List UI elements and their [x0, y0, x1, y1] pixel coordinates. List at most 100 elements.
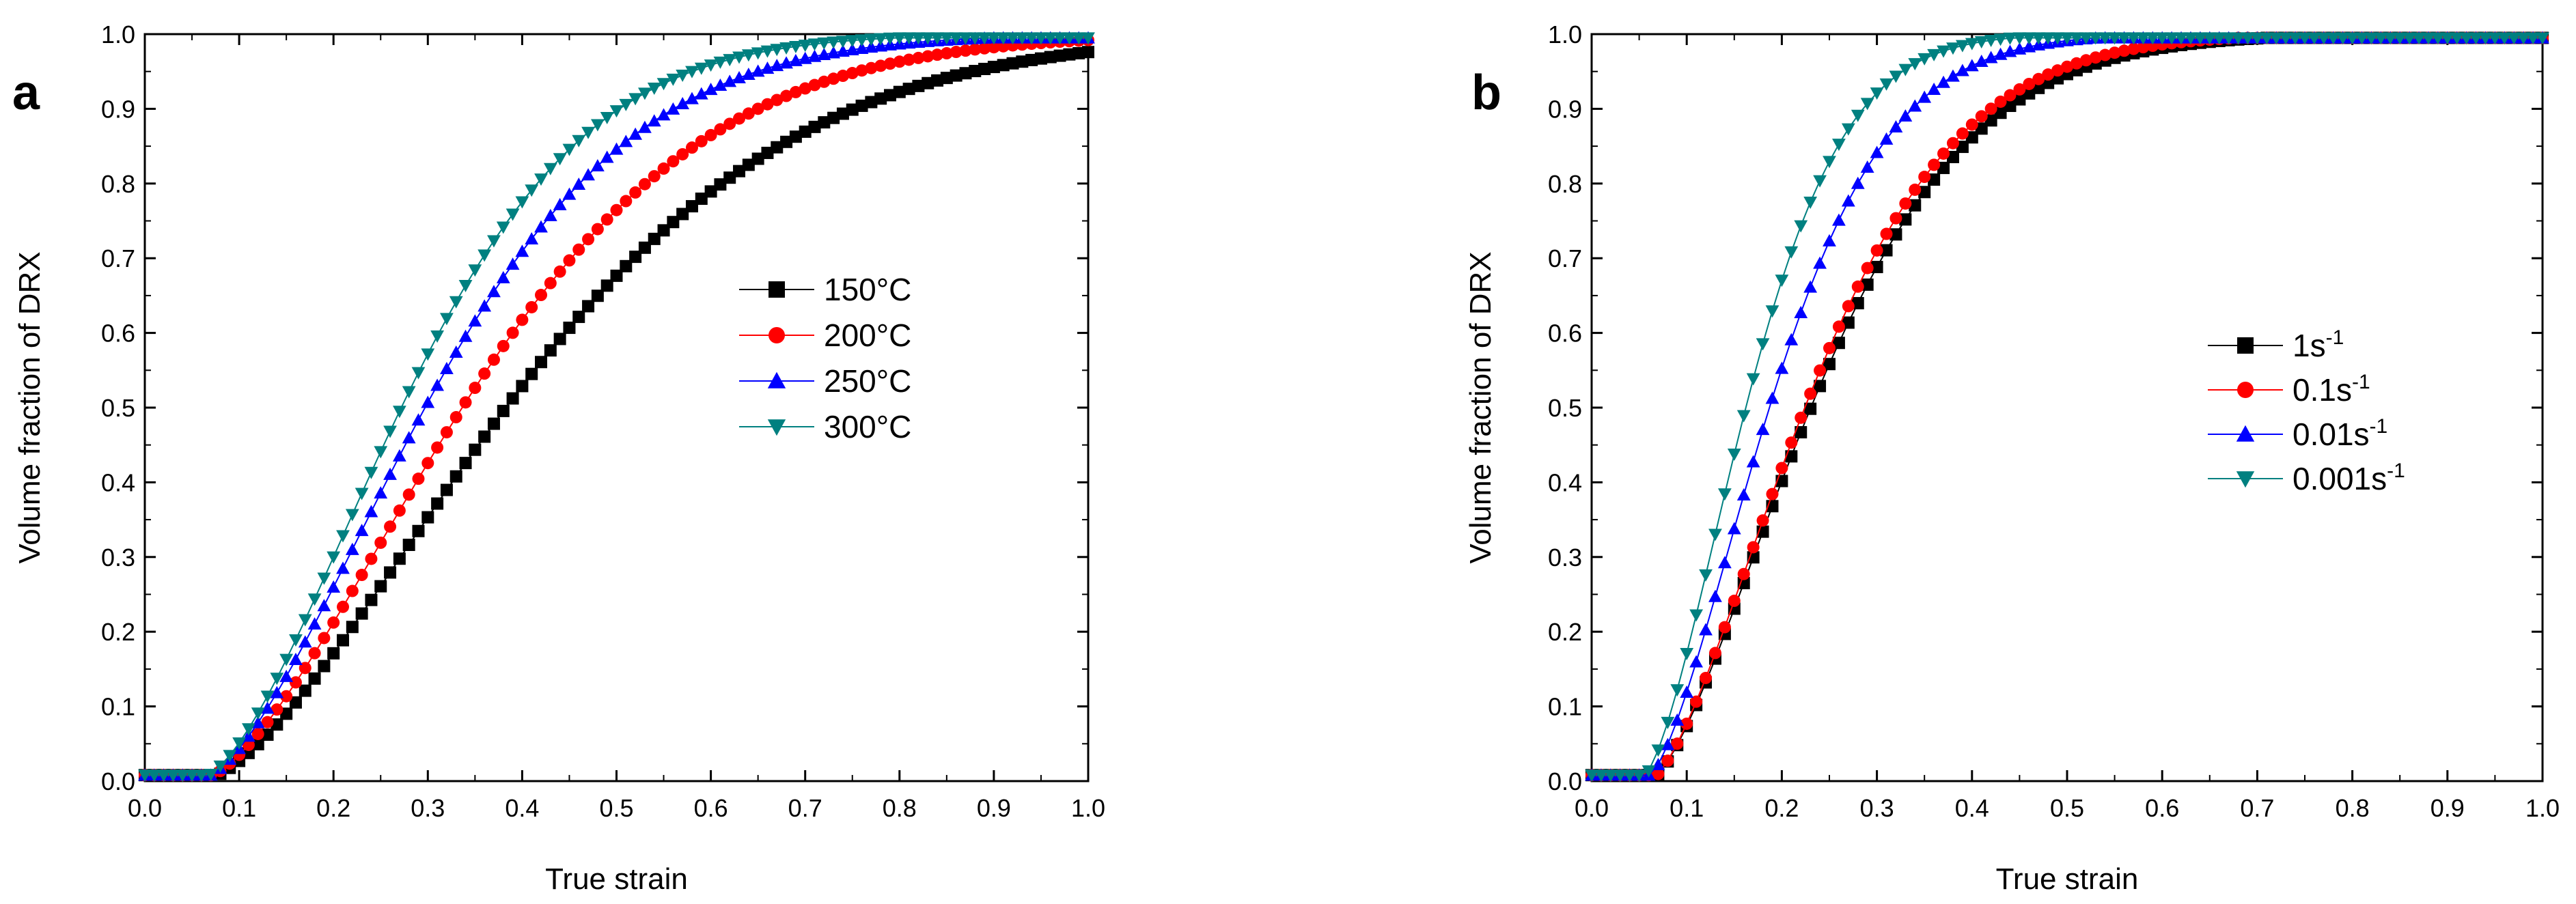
data-point [553, 265, 566, 278]
data-point [2051, 64, 2064, 77]
data-point [788, 40, 803, 53]
data-point [1955, 40, 1969, 53]
data-point [959, 44, 972, 57]
data-point [487, 285, 501, 298]
data-point [1717, 488, 1732, 501]
data-point [1072, 46, 1085, 59]
x-tick-label: 0.1 [1670, 794, 1704, 822]
data-point [505, 257, 520, 270]
series-3 [138, 32, 1095, 782]
data-point [949, 32, 963, 45]
legend-item: 0.1s-1 [2208, 371, 2370, 408]
data-point [242, 729, 255, 742]
data-point [505, 208, 520, 221]
data-point [1775, 462, 1788, 475]
data-point [2212, 32, 2226, 45]
data-point [515, 244, 529, 257]
data-point [1718, 621, 1731, 634]
data-point [298, 635, 312, 648]
data-point [411, 413, 426, 426]
data-point [2478, 32, 2493, 45]
data-point [846, 103, 859, 116]
series-line [1592, 37, 2543, 776]
data-point [1832, 320, 1845, 333]
legend-label: 250°C [824, 363, 911, 399]
data-point [1823, 341, 1836, 354]
data-point [732, 71, 746, 84]
data-point [2497, 32, 2512, 45]
data-point [1794, 306, 1808, 319]
data-point [845, 42, 859, 55]
data-point [902, 53, 915, 66]
data-point [741, 49, 756, 62]
series-2 [1585, 31, 2549, 781]
legend-item: 200°C [739, 317, 911, 353]
data-point [1671, 737, 1684, 750]
data-point [1814, 364, 1827, 377]
data-point [997, 59, 1010, 72]
data-point [477, 249, 492, 262]
data-point [2127, 42, 2140, 55]
data-point [412, 472, 425, 485]
data-point [412, 524, 425, 537]
data-point [2202, 32, 2217, 45]
data-point [2221, 32, 2236, 45]
data-point [799, 82, 812, 95]
data-point [289, 696, 302, 709]
data-point [836, 44, 850, 57]
data-point [1974, 55, 1989, 68]
data-point [912, 51, 925, 64]
data-point [685, 91, 699, 104]
data-point [855, 64, 868, 77]
data-point [1909, 199, 1922, 212]
data-point [374, 580, 387, 593]
data-point [242, 723, 255, 736]
data-point [1044, 51, 1057, 63]
data-point [827, 46, 841, 59]
data-point [676, 147, 689, 160]
data-point [581, 168, 595, 181]
data-point [1851, 297, 1864, 310]
data-point [2079, 32, 2093, 45]
x-tick-label: 0.8 [2336, 794, 2370, 822]
data-point [1062, 32, 1077, 45]
data-point [817, 37, 831, 50]
data-point [1728, 594, 1741, 607]
data-point [1814, 380, 1827, 393]
data-point [1813, 256, 1827, 269]
data-point [2193, 32, 2207, 45]
data-point [2088, 32, 2103, 45]
data-point [449, 411, 462, 424]
data-point [1908, 58, 1922, 71]
data-point [1661, 737, 1675, 750]
data-point [676, 208, 689, 221]
data-point [553, 333, 566, 345]
data-point [1613, 769, 1627, 782]
data-point [421, 348, 435, 361]
data-point [2336, 32, 2350, 45]
y-tick-label: 0.6 [101, 320, 135, 348]
legend-item: 300°C [739, 409, 911, 444]
data-point [2231, 32, 2245, 45]
data-point [1956, 141, 1969, 154]
data-point [1851, 109, 1865, 122]
data-point [2402, 32, 2417, 45]
series-0 [139, 46, 1094, 782]
data-point [1861, 262, 1874, 274]
data-point [723, 117, 736, 130]
data-point [620, 259, 633, 272]
data-point [1775, 361, 1789, 374]
data-point [402, 488, 415, 501]
data-point [770, 44, 784, 57]
x-tick-label: 0.2 [1764, 794, 1799, 822]
data-point [318, 660, 331, 673]
data-point [1785, 450, 1798, 463]
data-point [299, 684, 311, 697]
data-point [2326, 32, 2340, 45]
data-point [280, 707, 293, 720]
data-point [2079, 54, 2092, 67]
data-point [865, 61, 878, 74]
data-point [789, 130, 802, 143]
data-point [1880, 244, 1893, 257]
data-point [572, 243, 585, 256]
